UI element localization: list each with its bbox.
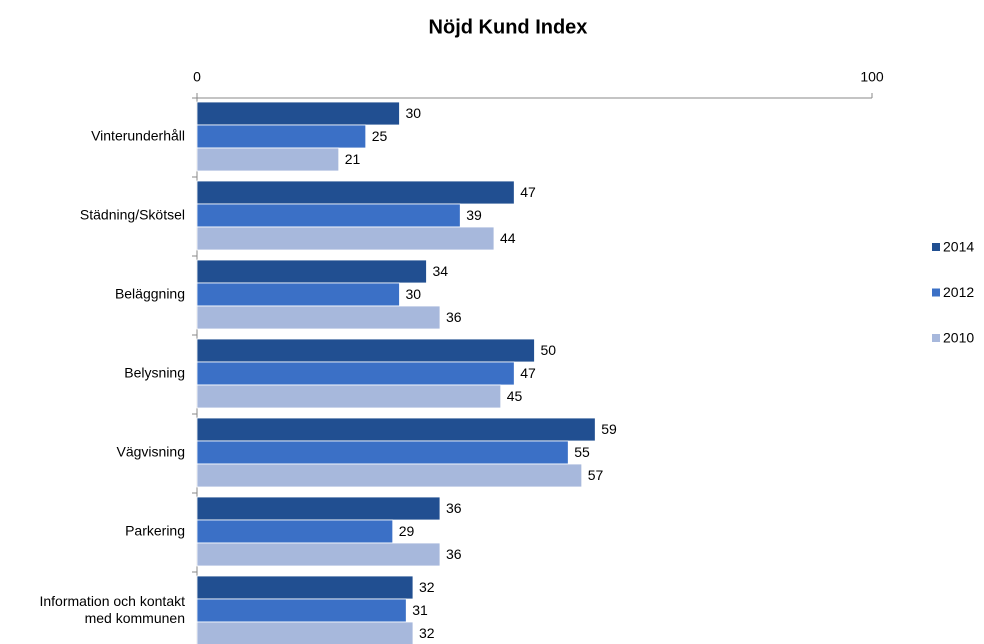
bar	[196, 542, 441, 567]
value-label: 55	[574, 444, 590, 460]
legend-label: 2010	[943, 330, 974, 346]
y-tick-label: Information och kontakt med kommunen	[39, 592, 185, 626]
bar	[196, 598, 407, 623]
bar	[196, 463, 583, 488]
bar	[196, 519, 394, 544]
value-label: 57	[588, 467, 604, 483]
value-label: 29	[399, 523, 415, 539]
value-label-bg	[441, 546, 467, 565]
value-label-bg	[515, 184, 542, 203]
chart-title: Nöjd Kund Index	[429, 16, 588, 38]
value-label: 31	[412, 602, 428, 618]
value-label-bg	[339, 151, 366, 170]
y-tick-label: Städning/Skötsel	[79, 206, 185, 222]
x-tick-label: 0	[193, 69, 201, 85]
bar	[196, 282, 400, 307]
value-label: 21	[345, 151, 361, 167]
value-label-bg	[407, 602, 434, 621]
y-tick-label: Vinterunderhåll	[91, 127, 185, 143]
bar	[196, 226, 495, 251]
bar	[196, 338, 535, 363]
bar	[196, 147, 340, 172]
value-label-bg	[400, 105, 427, 124]
value-label-bg	[414, 579, 440, 598]
value-label: 44	[500, 230, 516, 246]
bar	[196, 203, 461, 228]
bar	[196, 417, 596, 442]
legend-label: 2014	[943, 239, 974, 255]
bar	[196, 124, 367, 149]
value-label-bg	[400, 286, 427, 305]
bar	[196, 259, 427, 284]
value-label: 59	[601, 421, 617, 437]
legend-label: 2012	[943, 284, 974, 300]
y-tick-label: Parkering	[125, 522, 185, 538]
bar	[196, 361, 515, 386]
value-label-bg	[461, 207, 488, 226]
value-label-bg	[596, 421, 623, 440]
value-label: 47	[520, 365, 536, 381]
bar	[196, 621, 414, 644]
bar	[196, 384, 502, 409]
value-label-bg	[441, 500, 467, 519]
value-label: 34	[433, 263, 449, 279]
legend-swatch	[932, 243, 940, 251]
x-tick-label: 100	[860, 69, 884, 85]
bar	[196, 180, 515, 205]
value-label: 36	[446, 500, 462, 516]
bar	[196, 496, 441, 521]
value-label: 50	[541, 342, 557, 358]
value-label: 30	[406, 286, 422, 302]
value-label-bg	[366, 128, 393, 147]
y-tick-label: Belysning	[124, 364, 185, 380]
value-label: 39	[466, 207, 482, 223]
value-label-bg	[569, 444, 596, 463]
value-label-bg	[393, 523, 420, 542]
value-label: 47	[520, 184, 536, 200]
y-tick-label: Vägvisning	[116, 443, 186, 459]
value-label: 32	[419, 579, 435, 595]
value-label: 36	[446, 309, 462, 325]
value-label: 30	[406, 105, 422, 121]
value-label-bg	[427, 263, 454, 282]
bar	[196, 575, 414, 600]
legend-swatch	[932, 288, 940, 297]
bar	[196, 101, 400, 126]
value-label: 32	[419, 625, 435, 641]
value-label-bg	[582, 467, 609, 486]
value-label-bg	[495, 230, 521, 249]
value-label: 45	[507, 388, 523, 404]
value-label-bg	[501, 388, 528, 407]
bar	[196, 305, 441, 330]
value-label: 25	[372, 128, 388, 144]
value-label-bg	[515, 365, 542, 384]
value-label-bg	[414, 625, 440, 644]
legend-swatch	[932, 334, 940, 342]
value-label-bg	[535, 342, 562, 361]
value-label-bg	[441, 309, 467, 328]
y-tick-label: Beläggning	[114, 285, 185, 301]
value-label: 36	[446, 546, 462, 562]
bar	[196, 440, 569, 465]
